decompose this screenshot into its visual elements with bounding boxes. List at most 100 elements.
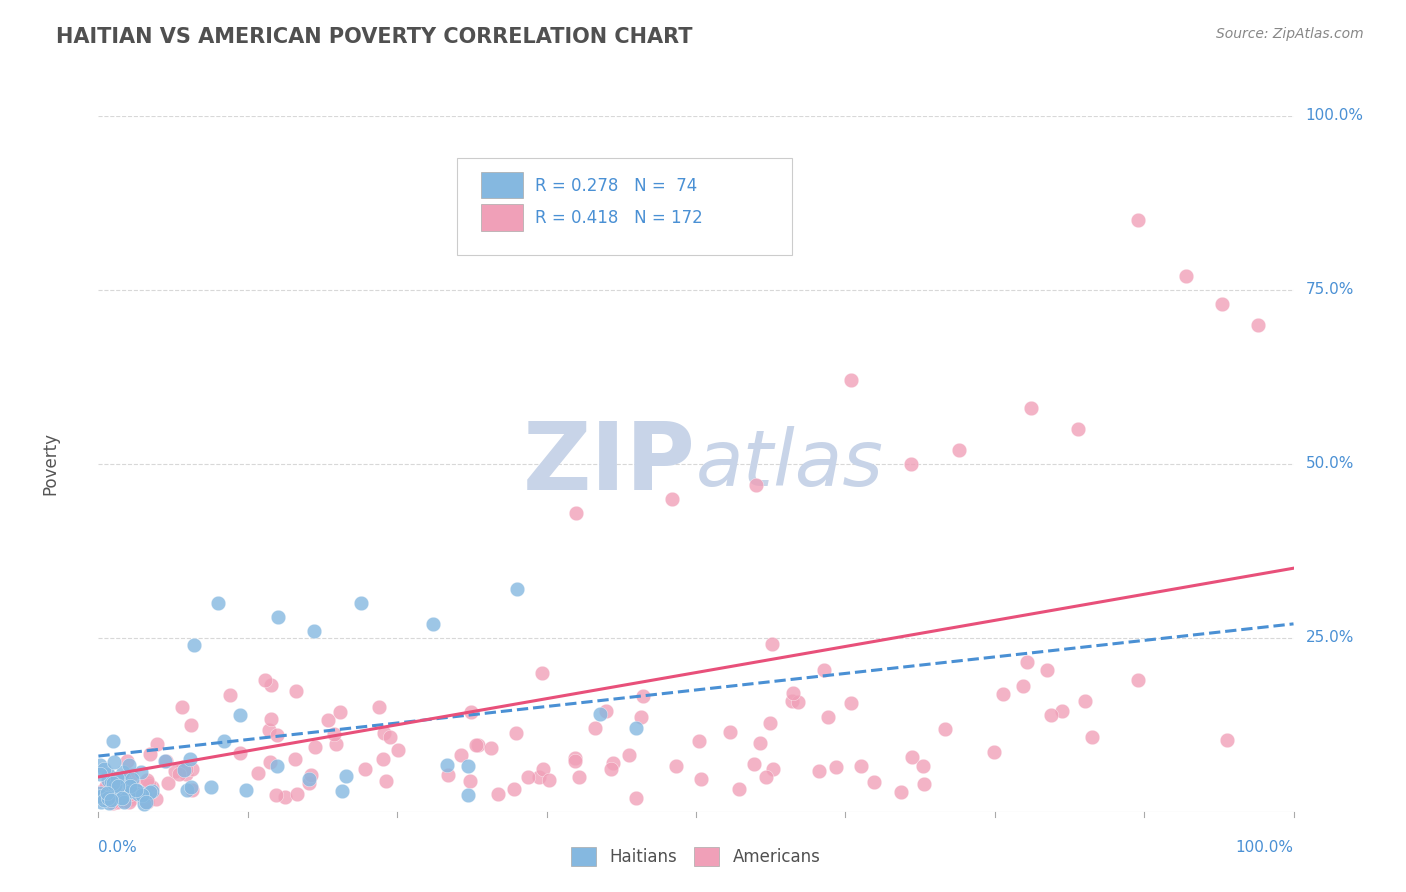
Point	[761, 637, 783, 651]
Point	[1040, 708, 1063, 723]
Point	[127, 784, 149, 798]
Point	[465, 738, 488, 752]
Point	[172, 760, 194, 774]
Point	[212, 734, 235, 748]
Point	[219, 688, 242, 702]
Point	[624, 790, 647, 805]
Point	[817, 710, 839, 724]
Point	[121, 784, 143, 798]
Point	[912, 777, 935, 791]
Point	[105, 771, 128, 785]
Point	[128, 788, 150, 802]
Point	[661, 491, 683, 506]
Point	[718, 724, 741, 739]
Text: R = 0.278   N =  74: R = 0.278 N = 74	[534, 177, 697, 194]
Point	[1015, 655, 1038, 669]
Point	[371, 752, 394, 766]
Point	[207, 596, 229, 610]
Point	[111, 765, 134, 780]
Point	[118, 795, 141, 809]
Point	[105, 788, 128, 802]
Point	[325, 737, 347, 751]
Point	[105, 795, 128, 809]
Point	[94, 791, 117, 805]
Text: 0.0%: 0.0%	[98, 839, 138, 855]
Point	[284, 684, 307, 698]
Point	[98, 791, 121, 805]
Point	[458, 774, 481, 789]
Point	[115, 780, 138, 795]
Point	[486, 787, 509, 801]
Point	[808, 764, 831, 779]
Point	[983, 745, 1005, 759]
Point	[1074, 694, 1097, 708]
Point	[285, 787, 308, 801]
Point	[110, 790, 132, 805]
Point	[156, 776, 179, 790]
Point	[619, 748, 641, 763]
Point	[174, 762, 197, 776]
Point	[1175, 268, 1198, 283]
Point	[299, 767, 322, 781]
Point	[602, 756, 624, 771]
Point	[105, 780, 128, 794]
Point	[374, 773, 396, 788]
Point	[100, 792, 122, 806]
Point	[112, 772, 135, 787]
Point	[589, 707, 612, 722]
Point	[103, 789, 125, 804]
Point	[229, 707, 252, 722]
Point	[742, 756, 765, 771]
Point	[335, 769, 357, 783]
Point	[583, 721, 606, 735]
Point	[457, 788, 479, 802]
Point	[93, 793, 115, 807]
Point	[531, 762, 554, 776]
Point	[89, 790, 111, 805]
Point	[105, 795, 128, 809]
Point	[90, 795, 112, 809]
Point	[266, 727, 288, 741]
Point	[141, 784, 163, 798]
Point	[155, 754, 177, 768]
Point	[354, 762, 377, 776]
Point	[264, 789, 287, 803]
Point	[145, 792, 167, 806]
Point	[121, 772, 143, 786]
Point	[129, 784, 152, 798]
Point	[260, 712, 283, 726]
Point	[100, 795, 122, 809]
Point	[267, 610, 290, 624]
Point	[274, 790, 297, 805]
Point	[108, 789, 131, 803]
Point	[266, 759, 288, 773]
Point	[1246, 318, 1268, 332]
Text: 50.0%: 50.0%	[1305, 457, 1354, 471]
Point	[100, 782, 122, 797]
Point	[127, 787, 149, 801]
Point	[114, 792, 136, 806]
Point	[120, 792, 142, 806]
Point	[132, 778, 155, 792]
Point	[117, 777, 139, 791]
Text: 75.0%: 75.0%	[1305, 283, 1354, 297]
Point	[105, 795, 128, 809]
Point	[94, 780, 117, 794]
Point	[135, 772, 157, 787]
Point	[253, 673, 276, 688]
Point	[97, 790, 120, 805]
Point	[122, 780, 145, 795]
Point	[690, 772, 713, 786]
FancyBboxPatch shape	[481, 204, 523, 231]
Point	[537, 773, 560, 788]
Point	[132, 797, 155, 811]
Point	[107, 791, 129, 805]
Point	[284, 752, 307, 766]
Point	[298, 776, 321, 790]
Point	[112, 795, 135, 809]
Point	[1128, 673, 1150, 687]
Point	[373, 726, 395, 740]
Point	[94, 786, 117, 800]
Point	[595, 704, 617, 718]
Point	[755, 770, 778, 784]
